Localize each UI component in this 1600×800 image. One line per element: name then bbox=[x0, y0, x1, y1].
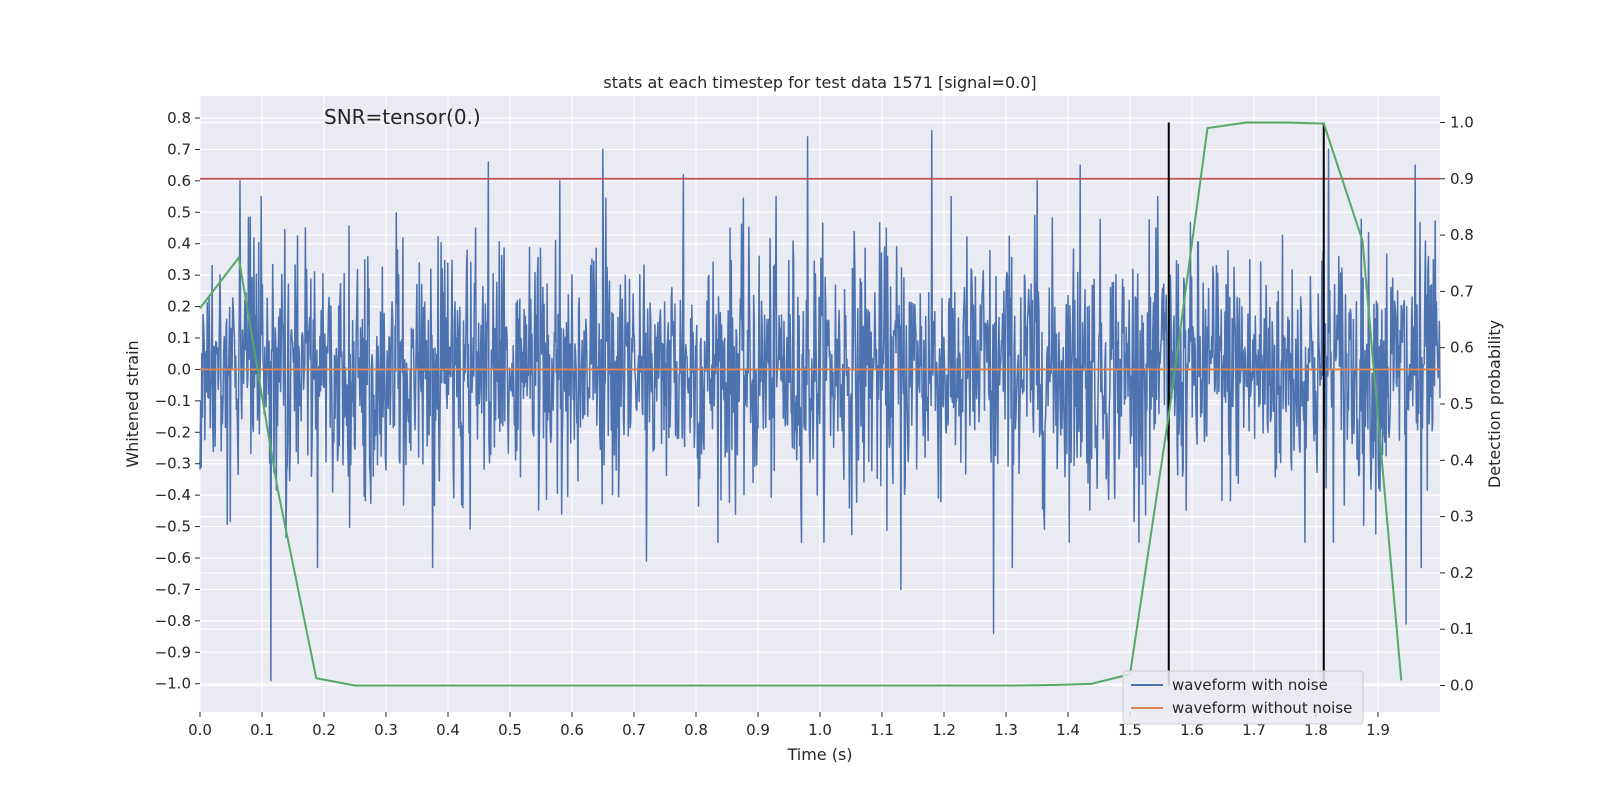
series-detection-probability bbox=[199, 121, 1403, 687]
x-tick-label: 1.1 bbox=[870, 721, 894, 739]
x-tick-label: 1.2 bbox=[932, 721, 956, 739]
x-tick-label: 0.7 bbox=[622, 721, 646, 739]
y-tick-label: 0.5 bbox=[167, 203, 191, 221]
y2-tick-label: 0.7 bbox=[1450, 282, 1474, 300]
data-layer bbox=[199, 121, 1441, 687]
x-tick-label: 1.0 bbox=[808, 721, 832, 739]
y-tick-label: 0.1 bbox=[167, 329, 191, 347]
y-tick-label: 0.6 bbox=[167, 172, 191, 190]
y-tick-label: 0.0 bbox=[167, 360, 191, 378]
x-tick-label: 1.6 bbox=[1180, 721, 1204, 739]
y2-tick-label: 0.2 bbox=[1450, 564, 1474, 582]
y-tick-label: −0.3 bbox=[155, 455, 191, 473]
x-axis-label: Time (s) bbox=[786, 745, 852, 764]
x-tick-label: 1.8 bbox=[1304, 721, 1328, 739]
y-axis-label: Whitened strain bbox=[123, 340, 142, 467]
y-tick-label: −0.5 bbox=[155, 518, 191, 536]
chart-title: stats at each timestep for test data 157… bbox=[603, 73, 1036, 92]
y-tick-label: −0.9 bbox=[155, 643, 191, 661]
x-tick-label: 0.6 bbox=[560, 721, 584, 739]
y2-tick-label: 0.0 bbox=[1450, 677, 1474, 695]
x-tick-label: 1.5 bbox=[1118, 721, 1142, 739]
legend-box bbox=[1122, 670, 1364, 725]
y2-tick-label: 0.9 bbox=[1450, 170, 1474, 188]
y2-tick-label: 0.4 bbox=[1450, 451, 1474, 469]
y2-tick-label: 1.0 bbox=[1450, 113, 1474, 131]
x-tick-label: 0.2 bbox=[312, 721, 336, 739]
y-tick-label: −0.4 bbox=[155, 486, 191, 504]
x-tick-label: 0.4 bbox=[436, 721, 460, 739]
snr-annotation: SNR=tensor(0.) bbox=[324, 105, 481, 129]
y2-tick-label: 0.3 bbox=[1450, 508, 1474, 526]
y-tick-label: 0.8 bbox=[167, 109, 191, 127]
x-tick-label: 0.1 bbox=[250, 721, 274, 739]
x-tick-label: 1.3 bbox=[994, 721, 1018, 739]
y-tick-label: 0.7 bbox=[167, 140, 191, 158]
y-tick-label: −0.2 bbox=[155, 423, 191, 441]
y-tick-label: −0.6 bbox=[155, 549, 191, 567]
y-tick-label: −1.0 bbox=[155, 675, 191, 693]
x-tick-label: 0.8 bbox=[684, 721, 708, 739]
y-tick-label: 0.4 bbox=[167, 235, 191, 253]
y-axis-ticks: 0.8 0.7 0.6 0.5 0.4 0.3 0.2 0.1 0.0 −0.1 −0.2 −0.3 −… bbox=[155, 109, 200, 693]
y2-tick-label: 0.8 bbox=[1450, 226, 1474, 244]
y-tick-label: 0.3 bbox=[167, 266, 191, 284]
x-tick-label: 1.7 bbox=[1242, 721, 1266, 739]
series-waveform-with-noise bbox=[199, 129, 1441, 682]
y2-tick-label: 0.5 bbox=[1450, 395, 1474, 413]
x-tick-label: 0.0 bbox=[188, 721, 212, 739]
legend: waveform with noise waveform without noi… bbox=[1122, 670, 1364, 725]
y2-axis-label: Detection probability bbox=[1485, 320, 1504, 488]
y2-tick-label: 0.6 bbox=[1450, 339, 1474, 357]
y2-tick-label: 0.1 bbox=[1450, 620, 1474, 638]
x-tick-label: 0.9 bbox=[746, 721, 770, 739]
x-tick-label: 0.5 bbox=[498, 721, 522, 739]
y-tick-label: −0.7 bbox=[155, 580, 191, 598]
x-tick-label: 1.9 bbox=[1366, 721, 1390, 739]
x-axis-ticks: 0.0 0.1 0.2 0.3 0.4 0.5 0.6 0.7 0.8 0.9 1.0 1.1 1.2 1… bbox=[188, 712, 1390, 739]
x-tick-label: 0.3 bbox=[374, 721, 398, 739]
x-tick-label: 1.4 bbox=[1056, 721, 1080, 739]
y-tick-label: −0.8 bbox=[155, 612, 191, 630]
y2-axis-ticks: 1.0 0.9 0.8 0.7 0.6 0.5 0.4 0.3 0.2 0.1 0.0 bbox=[1440, 113, 1474, 695]
legend-label-noise: waveform with noise bbox=[1172, 676, 1328, 694]
y-tick-label: 0.2 bbox=[167, 298, 191, 316]
legend-label-clean: waveform without noise bbox=[1172, 699, 1352, 717]
y-tick-label: −0.1 bbox=[155, 392, 191, 410]
